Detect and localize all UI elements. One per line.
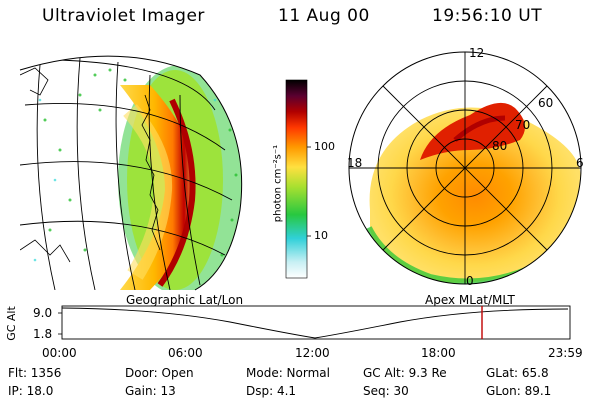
apex-caption: Apex MLat/MLT [425, 293, 515, 307]
glon-value: GLon: 89.1 [486, 384, 552, 398]
time-label: 19:56:10 UT [432, 6, 543, 26]
gc-alt-value: GC Alt: 9.3 Re [363, 366, 447, 380]
app-title: Ultraviolet Imager [42, 6, 205, 26]
mlt-label-0: 0 [466, 274, 474, 288]
y-tick-1-8: 1.8 [33, 327, 53, 341]
colorbar-tick-100: 100 [314, 140, 335, 153]
door-status: Door: Open [125, 366, 194, 380]
mlt-label-12: 12 [469, 46, 485, 60]
mlat-label-60: 60 [538, 96, 554, 110]
mlat-label-80: 80 [492, 139, 508, 153]
glat-value: GLat: 65.8 [486, 366, 549, 380]
x-tick-0600: 06:00 [168, 346, 203, 360]
mlat-label-70: 70 [515, 118, 531, 132]
ip-value: IP: 18.0 [8, 384, 54, 398]
polar-mlt-map [348, 51, 582, 285]
gc-alt-axis-label: GC Alt [4, 306, 18, 341]
x-tick-0000: 00:00 [42, 346, 77, 360]
y-tick-9: 9.0 [33, 306, 53, 320]
mlt-label-6: 6 [576, 156, 584, 170]
x-tick-1200: 12:00 [295, 346, 330, 360]
mode-value: Mode: Normal [246, 366, 330, 380]
seq-value: Seq: 30 [363, 384, 409, 398]
geographic-caption: Geographic Lat/Lon [126, 293, 244, 307]
geographic-globe-image [20, 57, 242, 291]
gain-value: Gain: 13 [125, 384, 176, 398]
colorbar [285, 79, 308, 279]
dsp-value: Dsp: 4.1 [246, 384, 297, 398]
globe-limb [19, 55, 243, 291]
x-tick-1800: 18:00 [421, 346, 456, 360]
flight-number: Flt: 1356 [8, 366, 62, 380]
altitude-timeline [58, 305, 571, 340]
colorbar-unit-label: photon cm⁻²s⁻¹ [272, 144, 284, 223]
x-tick-2359: 23:59 [548, 346, 583, 360]
date-label: 11 Aug 00 [278, 6, 370, 26]
colorbar-tick-10: 10 [314, 229, 328, 242]
mlt-label-18: 18 [347, 156, 363, 170]
